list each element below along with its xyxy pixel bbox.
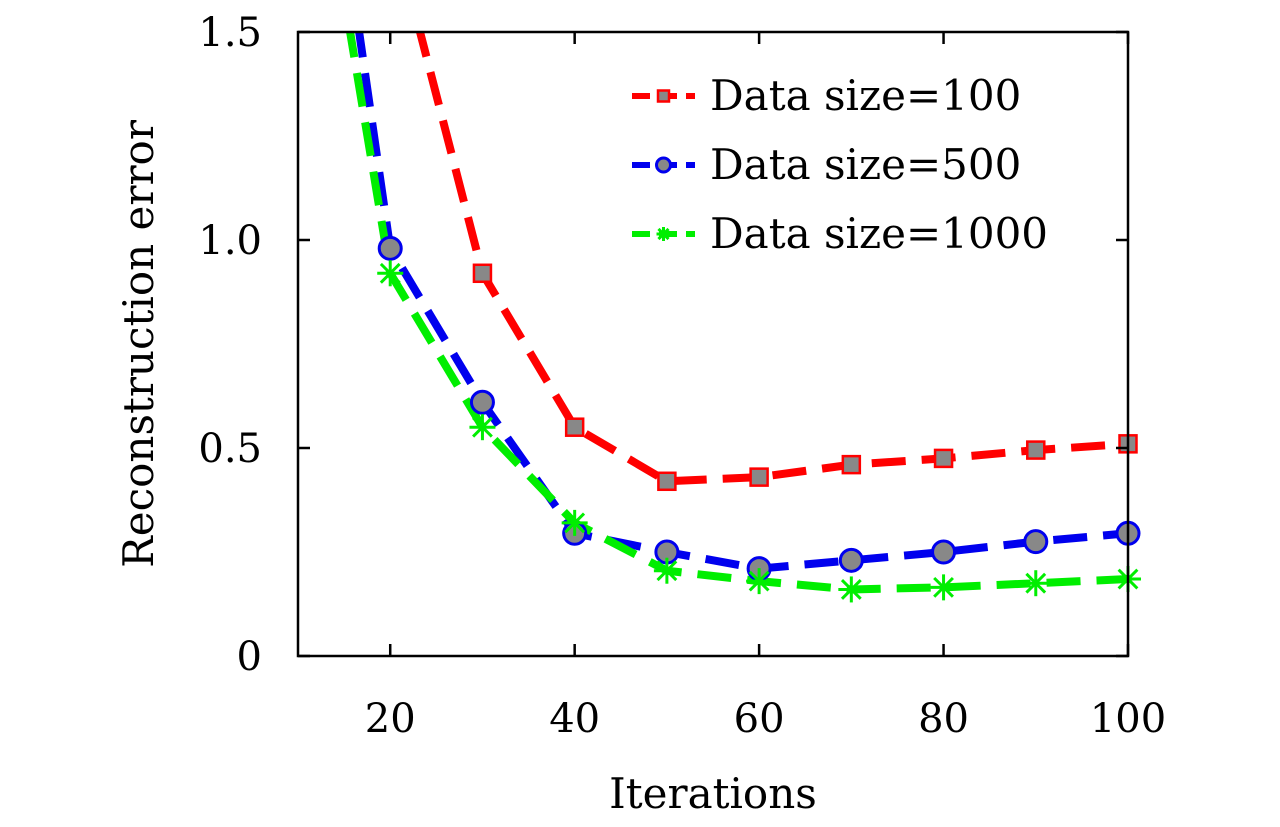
- data-point: [377, 235, 403, 261]
- data-point: [838, 547, 864, 573]
- data-point: [930, 574, 957, 601]
- series-layer: [346, 32, 1128, 594]
- y-axis-label: Reconstruction error: [114, 119, 163, 568]
- x-tick-label: 80: [918, 696, 969, 742]
- data-point: [472, 263, 493, 284]
- data-point: [933, 448, 954, 469]
- data-point: [841, 454, 862, 475]
- plot-frame: [296, 30, 1130, 658]
- series-line-3: [346, 32, 1128, 594]
- data-point: [1022, 570, 1049, 597]
- data-point: [746, 568, 773, 595]
- x-tick-label: 60: [734, 696, 785, 742]
- data-point: [469, 414, 496, 441]
- legend-label: Data size=500: [710, 140, 1021, 189]
- x-axis-label: Iterations: [609, 769, 817, 818]
- x-tick-label: 40: [549, 696, 600, 742]
- y-tick-label: 0: [237, 634, 262, 680]
- data-point: [1023, 529, 1049, 555]
- y-tick-label: 0.5: [198, 426, 262, 472]
- legend-item-3: Data size=1000: [632, 209, 1048, 258]
- y-tick-label: 1.5: [198, 10, 262, 56]
- data-point: [657, 471, 677, 492]
- data-point: [838, 576, 865, 603]
- legend-marker: [656, 227, 671, 241]
- data-point: [564, 417, 585, 437]
- legend-item-1: Data size=100: [632, 71, 1021, 120]
- data-point: [561, 509, 588, 536]
- x-tick-label: 100: [1090, 696, 1166, 742]
- legend-marker: [655, 156, 672, 174]
- data-point: [931, 539, 957, 565]
- series-line-1: [415, 32, 1128, 486]
- legend-item-2: Data size=500: [632, 140, 1021, 189]
- data-point: [749, 467, 769, 487]
- series-line-2: [355, 32, 1128, 573]
- y-tick-label: 1.0: [198, 218, 262, 264]
- data-point: [377, 260, 404, 287]
- x-tick-label: 20: [365, 696, 416, 742]
- data-point: [1026, 440, 1046, 460]
- legend-label: Data size=100: [710, 71, 1021, 120]
- legend-marker: [656, 89, 671, 103]
- data-point: [469, 389, 495, 415]
- tick-layer: 20 40 60 80 100 0 0.5 1.0 1.5: [198, 10, 1166, 742]
- data-point: [653, 557, 680, 584]
- legend: Data size=100 Data size=500 Data size=1000: [632, 71, 1048, 258]
- legend-label: Data size=1000: [710, 209, 1048, 258]
